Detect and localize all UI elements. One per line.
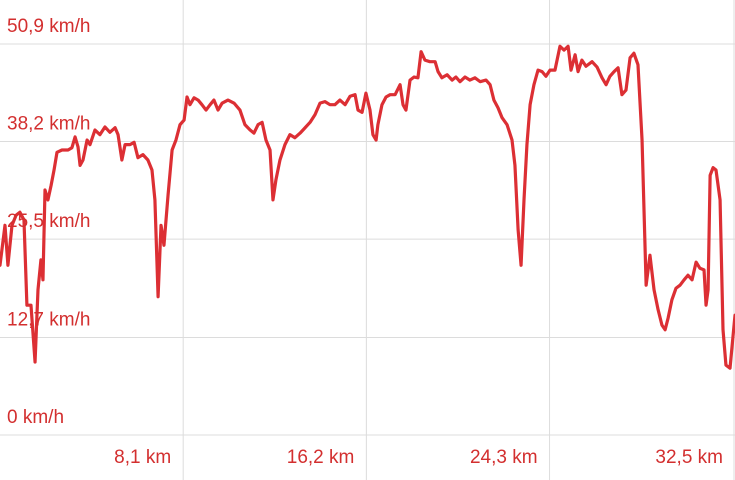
x-tick-label: 24,3 km	[470, 447, 538, 468]
x-tick-label: 32,5 km	[655, 447, 723, 468]
x-tick-label: 8,1 km	[114, 447, 171, 468]
y-tick-label: 0 km/h	[7, 407, 64, 428]
y-tick-label: 25,5 km/h	[7, 211, 90, 232]
speed-line	[0, 44, 735, 370]
y-tick-label: 12,7 km/h	[7, 309, 90, 330]
y-tick-label: 50,9 km/h	[7, 16, 90, 37]
x-tick-label: 16,2 km	[287, 447, 355, 468]
y-tick-label: 38,2 km/h	[7, 114, 90, 135]
